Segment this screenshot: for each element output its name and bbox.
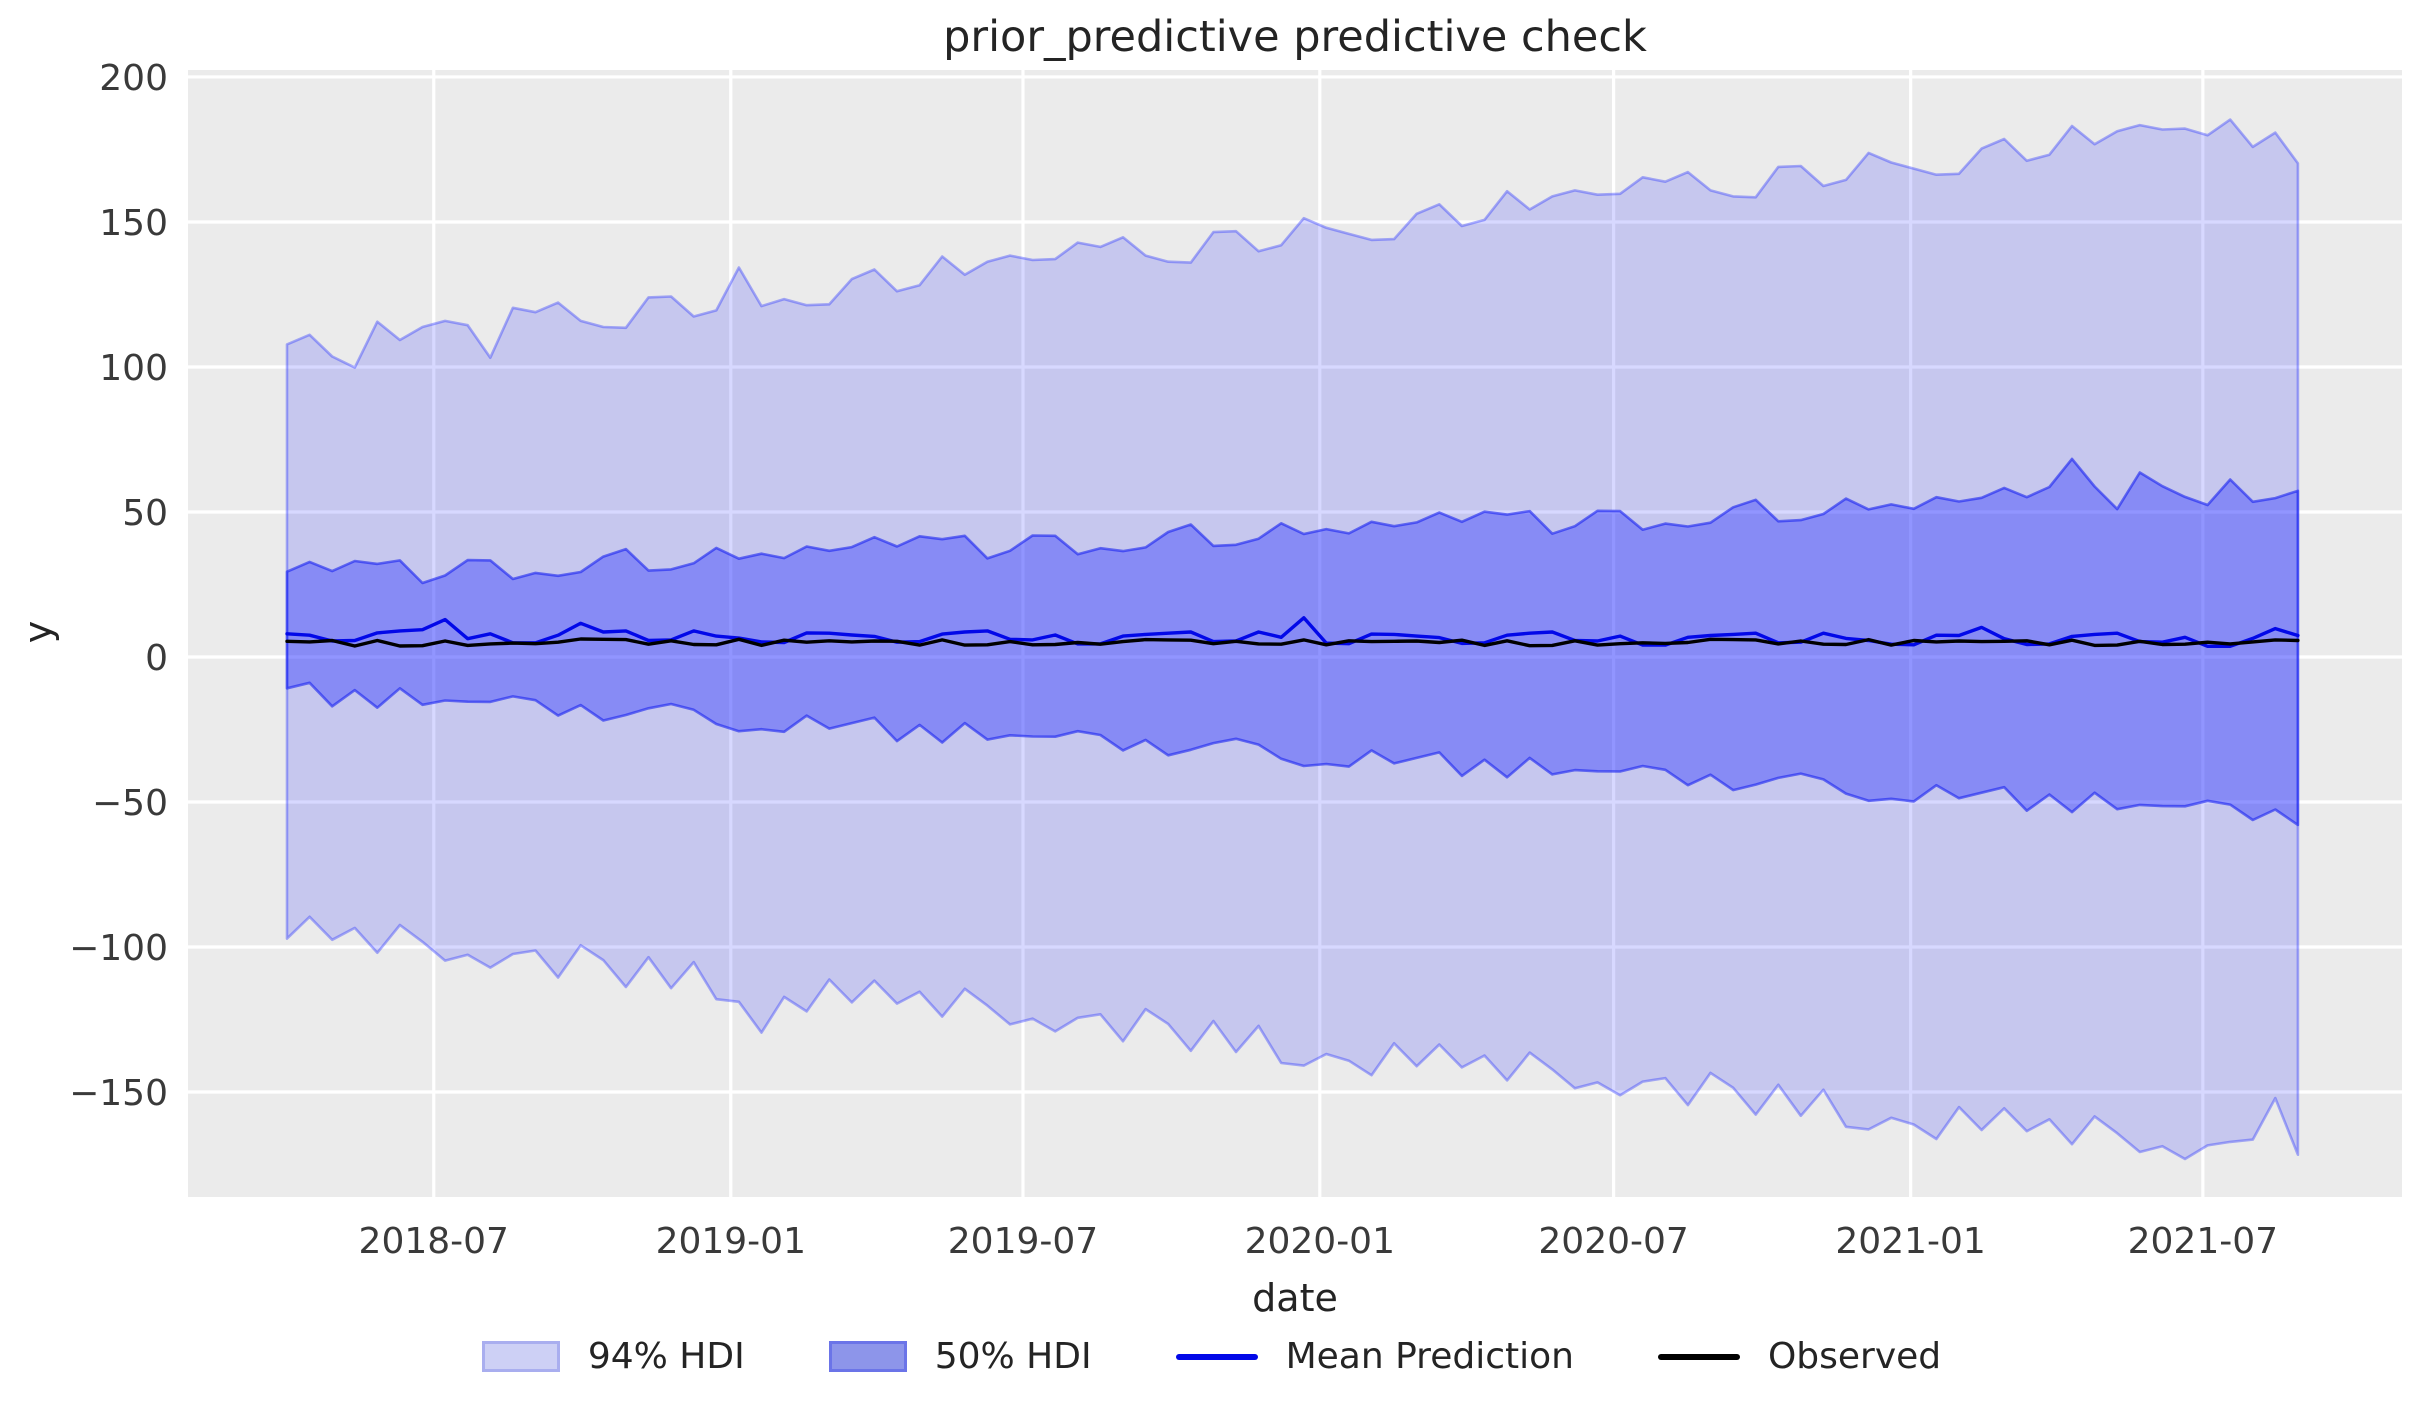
legend-label: Observed xyxy=(1767,1336,1942,1377)
y-tick-label: 200 xyxy=(99,58,168,99)
legend-item-50-hdi: 50% HDI xyxy=(828,1336,1092,1377)
hdi94-band xyxy=(285,118,2300,1161)
mean-line-swatch-icon xyxy=(1175,1353,1258,1360)
legend-item-mean-prediction: Mean Prediction xyxy=(1175,1336,1574,1377)
observed-line xyxy=(285,637,2300,648)
x-axis-label: date xyxy=(1252,1276,1338,1320)
legend-label: 94% HDI xyxy=(587,1336,745,1377)
y-axis-label: y xyxy=(16,620,60,644)
hdi94-swatch-icon xyxy=(481,1341,560,1372)
hdi50-swatch-icon xyxy=(828,1341,907,1372)
legend-item-observed: Observed xyxy=(1657,1336,1942,1377)
y-tick-label: 150 xyxy=(99,203,168,244)
legend-item-94-hdi: 94% HDI xyxy=(481,1336,745,1377)
legend-label: Mean Prediction xyxy=(1285,1336,1574,1377)
x-tick-label: 2019-07 xyxy=(948,1221,1098,1262)
axes-background xyxy=(188,70,2402,1197)
chart-title: prior_predictive predictive check xyxy=(943,12,1647,62)
y-tick-label: −50 xyxy=(92,783,168,824)
y-tick-label: 100 xyxy=(99,348,168,389)
y-tick-label: −100 xyxy=(69,928,168,969)
y-tick-label: 50 xyxy=(122,493,168,534)
x-tick-label: 2021-07 xyxy=(2128,1221,2278,1262)
mean-prediction-line xyxy=(285,616,2300,648)
legend: 94% HDI 50% HDI Mean Prediction Observed xyxy=(0,1336,2423,1377)
legend-label: 50% HDI xyxy=(934,1336,1092,1377)
y-tick-label: −150 xyxy=(69,1073,168,1114)
x-tick-label: 2020-01 xyxy=(1245,1221,1395,1262)
x-tick-label: 2019-01 xyxy=(656,1221,806,1262)
x-tick-label: 2021-01 xyxy=(1835,1221,1985,1262)
observed-line-swatch-icon xyxy=(1657,1353,1740,1360)
x-tick-label: 2020-07 xyxy=(1538,1221,1688,1262)
y-tick-label: 0 xyxy=(145,638,168,679)
x-tick-label: 2018-07 xyxy=(359,1221,509,1262)
